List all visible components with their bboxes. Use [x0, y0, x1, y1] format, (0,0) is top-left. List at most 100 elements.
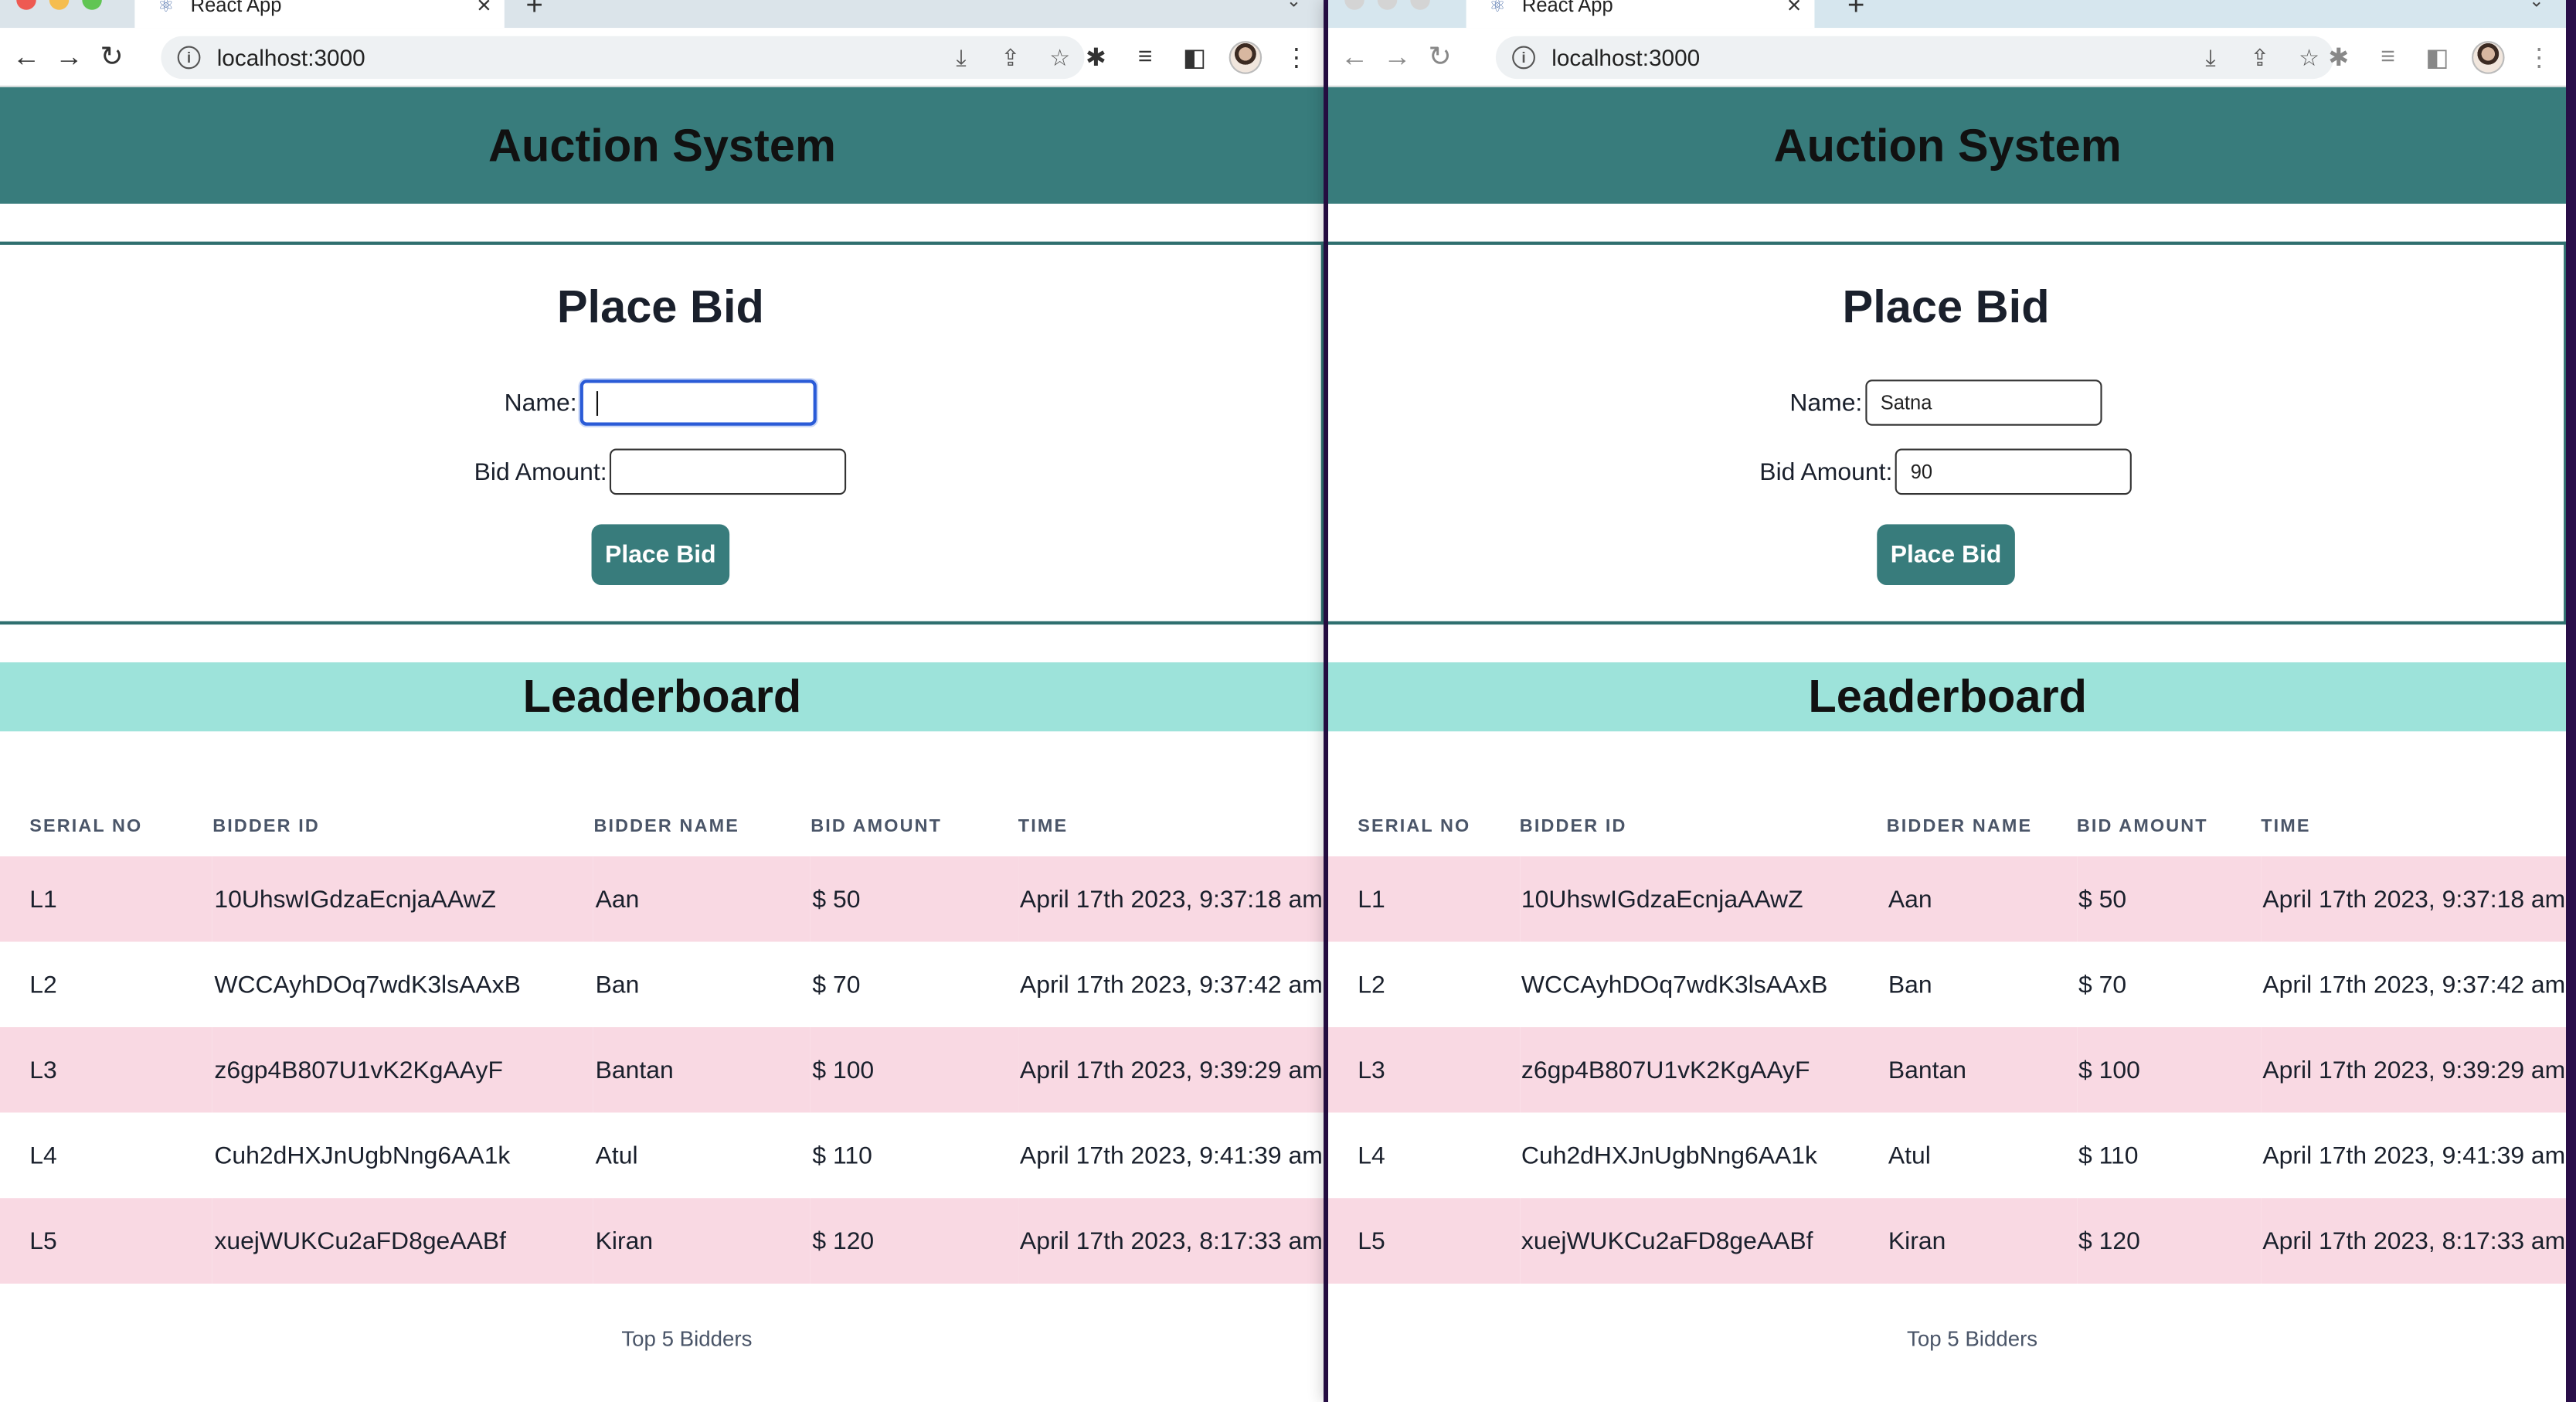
- tab-title: React App: [1521, 0, 1613, 17]
- app-title: Auction System: [1773, 119, 2122, 171]
- star-icon[interactable]: ☆: [1049, 43, 1070, 70]
- cell-time: April 17th 2023, 9:39:29 am: [1018, 1027, 1324, 1113]
- address-bar[interactable]: i localhost:3000 ⤓ ⇪ ☆: [1495, 36, 2334, 80]
- place-bid-card: Place Bid Name: Bid Amount: Place Bid: [0, 241, 1324, 625]
- new-tab-icon[interactable]: +: [1847, 0, 1865, 22]
- bid-amount-input[interactable]: 90: [1895, 448, 2133, 495]
- puzzle-icon[interactable]: ✱: [1085, 43, 1106, 72]
- cell-time: April 17th 2023, 9:41:39 am: [1019, 1141, 1323, 1170]
- name-label: Name:: [504, 388, 577, 417]
- table-row: L3 z6gp4B807U1vK2KgAAyF Bantan $ 100 Apr…: [1328, 1027, 2566, 1113]
- table-row: L2 WCCAyhDOq7wdK3lsAAxB Ban $ 70 April 1…: [0, 941, 1324, 1027]
- close-window-button[interactable]: [1344, 0, 1364, 10]
- star-icon[interactable]: ☆: [2299, 43, 2319, 70]
- address-bar[interactable]: i localhost:3000 ⤓ ⇪ ☆: [161, 36, 1085, 80]
- place-bid-heading: Place Bid: [1842, 281, 2050, 332]
- cell-bidder-name: Atul: [1888, 1141, 1931, 1170]
- cell-serial: L2: [1358, 970, 1385, 999]
- info-icon[interactable]: i: [177, 46, 201, 70]
- cell-time: April 17th 2023, 9:37:18 am: [2261, 856, 2566, 942]
- download-icon[interactable]: ⤓: [2205, 43, 2216, 70]
- minimize-window-button[interactable]: [1377, 0, 1398, 10]
- name-input[interactable]: Satna: [1865, 379, 2102, 426]
- share-icon[interactable]: ⇪: [1001, 43, 1021, 70]
- browser-toolbar: ← → ↻ i localhost:3000 ⤓ ⇪ ☆ ✱ ≡ ◧: [0, 28, 1324, 87]
- react-favicon-icon: ⚛: [1489, 0, 1506, 17]
- info-icon[interactable]: i: [1512, 46, 1535, 70]
- table-row: L4 Cuh2dHXJnUgbNng6AA1k Atul $ 110 April…: [1328, 1113, 2566, 1199]
- browser-tab[interactable]: ⚛ React App ×: [1466, 0, 1815, 29]
- leaderboard-table: SERIAL NO BIDDER ID BIDDER NAME BID AMOU…: [0, 817, 1324, 1284]
- react-favicon-icon: ⚛: [158, 0, 175, 17]
- kebab-menu-icon[interactable]: ⋮: [1283, 43, 1309, 72]
- tab-search-chevron-icon[interactable]: ⌄: [2529, 0, 2544, 12]
- cell-bidder-name: Bantan: [1886, 1027, 2077, 1113]
- share-icon[interactable]: ⇪: [2250, 43, 2270, 70]
- table-row: L1 10UhswIGdzaEcnjaAAwZ Aan $ 50 April 1…: [1328, 856, 2566, 942]
- tab-search-chevron-icon[interactable]: ⌄: [1286, 0, 1302, 12]
- kebab-menu-icon[interactable]: ⋮: [2527, 43, 2552, 72]
- media-icon[interactable]: ≡: [1137, 43, 1153, 71]
- cell-time: April 17th 2023, 9:37:18 am: [1018, 856, 1324, 942]
- column-header-serial: SERIAL NO: [1358, 816, 1471, 837]
- close-tab-icon[interactable]: ×: [477, 0, 491, 20]
- name-input[interactable]: [579, 379, 817, 426]
- cell-bidder-name: Aan: [1886, 856, 2077, 942]
- cell-bidder-id: 10UhswIGdzaEcnjaAAwZ: [212, 856, 594, 942]
- place-bid-card: Place Bid Name: Satna Bid Amount: 90 Pla…: [1328, 241, 2566, 625]
- column-header-bidder-id: BIDDER ID: [212, 816, 320, 837]
- forward-icon[interactable]: →: [55, 40, 83, 72]
- back-icon[interactable]: ←: [1340, 40, 1369, 72]
- back-icon[interactable]: ←: [12, 40, 41, 72]
- place-bid-heading: Place Bid: [556, 281, 764, 332]
- place-bid-button[interactable]: Place Bid: [592, 524, 729, 586]
- media-icon[interactable]: ≡: [2381, 43, 2395, 71]
- amount-row: Bid Amount: 90: [1328, 448, 2564, 495]
- sidepanel-icon[interactable]: ◧: [1182, 43, 1207, 72]
- new-tab-icon[interactable]: +: [525, 0, 543, 22]
- reload-icon[interactable]: ↻: [100, 40, 124, 72]
- download-icon[interactable]: ⤓: [956, 43, 967, 70]
- cell-serial: L2: [29, 970, 57, 999]
- close-window-button[interactable]: [16, 0, 36, 10]
- cell-bid-amount: $ 110: [812, 1141, 872, 1170]
- table-row: L3 z6gp4B807U1vK2KgAAyF Bantan $ 100 Apr…: [0, 1027, 1324, 1113]
- column-header-bid-amount: BID AMOUNT: [2076, 816, 2208, 837]
- name-row: Name:: [0, 379, 1321, 426]
- sidepanel-icon[interactable]: ◧: [2425, 43, 2449, 72]
- cell-bidder-id: z6gp4B807U1vK2KgAAyF: [1519, 1027, 1887, 1113]
- column-header-time: TIME: [2261, 816, 2311, 837]
- forward-icon[interactable]: →: [1383, 40, 1412, 72]
- cell-time: April 17th 2023, 9:41:39 am: [2262, 1141, 2566, 1170]
- cell-time: April 17th 2023, 8:17:33 am: [1018, 1198, 1324, 1284]
- cell-bidder-name: Aan: [593, 856, 811, 942]
- cell-bidder-id: Cuh2dHXJnUgbNng6AA1k: [214, 1141, 511, 1170]
- url-text: localhost:3000: [216, 44, 365, 71]
- name-row: Name: Satna: [1328, 379, 2564, 426]
- zoom-window-button[interactable]: [1410, 0, 1430, 10]
- close-tab-icon[interactable]: ×: [1786, 0, 1802, 20]
- cell-bidder-name: Bantan: [593, 1027, 811, 1113]
- browser-tab[interactable]: ⚛ React App ×: [134, 0, 505, 29]
- app-header: Auction System: [0, 87, 1324, 204]
- window-controls: [16, 0, 102, 10]
- bid-amount-input[interactable]: [610, 448, 848, 495]
- cell-bidder-name: Ban: [1888, 970, 1932, 999]
- cell-bid-amount: $ 100: [811, 1027, 1018, 1113]
- place-bid-button[interactable]: Place Bid: [1877, 524, 2015, 586]
- cell-bid-amount: $ 70: [2078, 970, 2127, 999]
- cell-serial: L5: [0, 1198, 213, 1284]
- avatar[interactable]: [1229, 40, 1263, 73]
- puzzle-icon[interactable]: ✱: [2328, 43, 2350, 72]
- zoom-window-button[interactable]: [82, 0, 102, 10]
- page-content: Auction System Place Bid Name: Bid Amoun…: [0, 87, 1324, 1351]
- reload-icon[interactable]: ↻: [1428, 40, 1452, 72]
- name-input-value: Satna: [1880, 391, 1932, 414]
- cell-bidder-id: xuejWUKCu2aFD8geAABf: [212, 1198, 594, 1284]
- browser-window-right: ⚛ React App × + ⌄ ← → ↻ i localhost:3000…: [1328, 0, 2566, 1402]
- cell-bidder-name: Kiran: [593, 1198, 811, 1284]
- cell-bidder-name: Atul: [595, 1141, 638, 1170]
- minimize-window-button[interactable]: [49, 0, 70, 10]
- avatar[interactable]: [2472, 40, 2505, 73]
- cell-bid-amount: $ 120: [2076, 1198, 2262, 1284]
